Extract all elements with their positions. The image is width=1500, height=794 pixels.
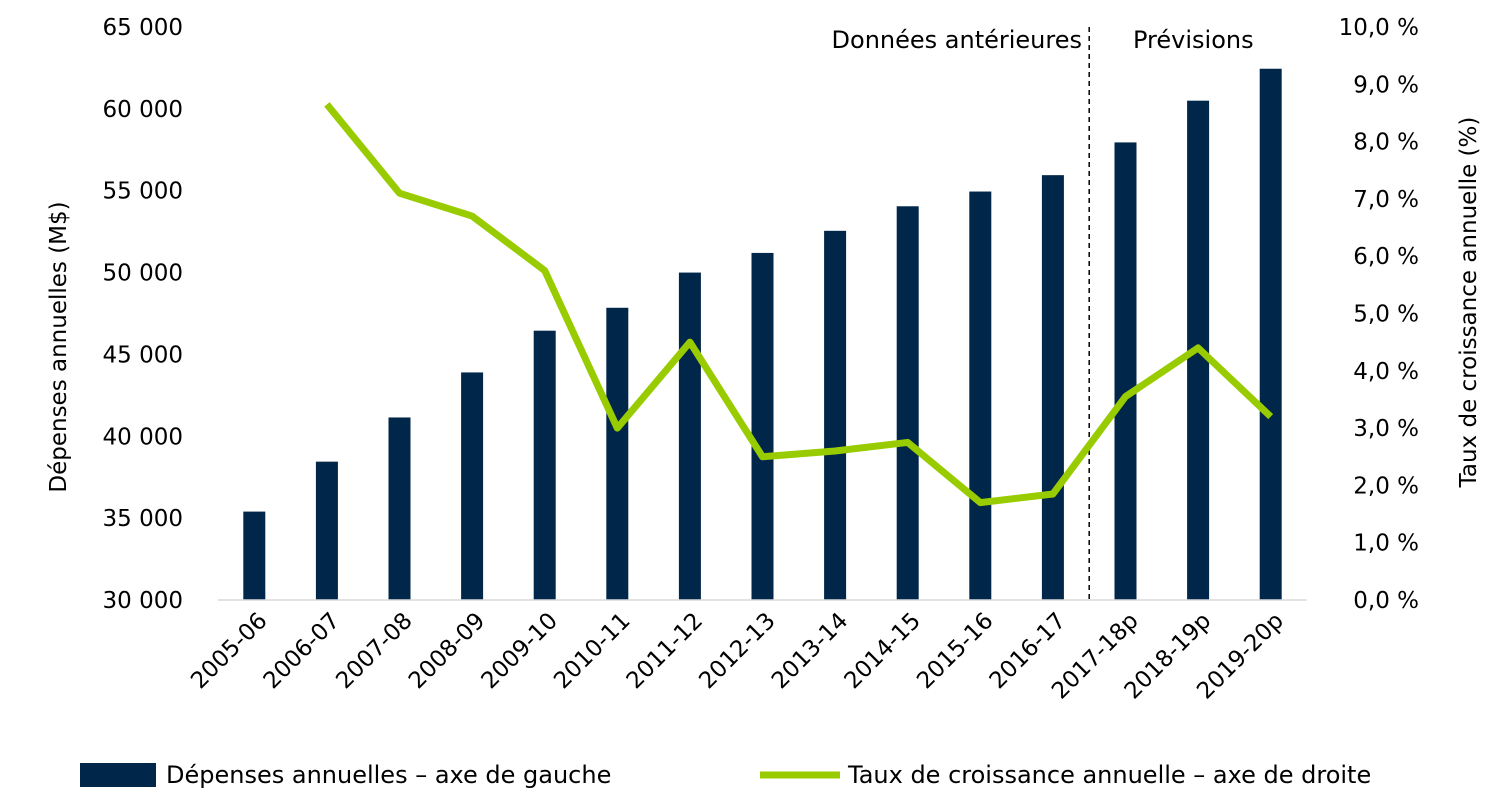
bar-series	[243, 68, 1282, 601]
x-tick-label: 2011-12	[622, 608, 708, 694]
x-tick-label: 2005-06	[186, 608, 272, 694]
left-tick-label: 40 000	[103, 424, 183, 450]
left-tick-label: 30 000	[103, 588, 183, 614]
x-axis-ticks: 2005-062006-072007-082008-092009-102010-…	[186, 608, 1289, 705]
legend-label-bars: Dépenses annuelles – axe de gauche	[166, 761, 611, 789]
x-tick-label: 2015-16	[912, 608, 998, 694]
legend-swatch-bars	[80, 763, 156, 787]
bar-2014-15	[896, 206, 919, 600]
left-tick-label: 65 000	[103, 15, 183, 41]
left-tick-label: 50 000	[103, 261, 183, 287]
bar-2011-12	[678, 272, 701, 600]
bar-2019-20p	[1259, 68, 1282, 601]
left-tick-label: 45 000	[103, 342, 183, 368]
right-tick-label: 4,0 %	[1353, 359, 1419, 385]
bar-2016-17	[1041, 175, 1064, 600]
x-tick-label: 2009-10	[477, 608, 563, 694]
right-tick-label: 5,0 %	[1353, 302, 1419, 328]
x-tick-label: 2006-07	[259, 608, 345, 694]
bar-2009-10	[533, 330, 556, 600]
right-tick-label: 7,0 %	[1353, 187, 1419, 213]
x-tick-label: 2007-08	[331, 608, 417, 694]
left-tick-label: 55 000	[103, 179, 183, 205]
annotation-forecast: Prévisions	[1133, 26, 1254, 54]
bar-2012-13	[751, 252, 774, 600]
bar-2005-06	[243, 511, 266, 600]
annotation-historical: Données antérieures	[832, 26, 1082, 54]
left-tick-label: 60 000	[103, 97, 183, 123]
right-tick-label: 8,0 %	[1353, 130, 1419, 156]
right-tick-label: 6,0 %	[1353, 244, 1419, 270]
left-axis-ticks: 30 000 35 000 40 000 45 000 50 000 55 000 60 0…	[103, 15, 183, 614]
x-tick-label: 2008-09	[404, 608, 490, 694]
bar-2008-09	[461, 372, 484, 600]
x-tick-label: 2012-13	[694, 608, 780, 694]
legend-label-line: Taux de croissance annuelle – axe de dro…	[847, 761, 1371, 789]
bar-2017-18p	[1114, 142, 1137, 600]
bar-2006-07	[315, 461, 338, 600]
right-tick-label: 10,0 %	[1339, 15, 1419, 41]
x-tick-label: 2010-11	[549, 608, 635, 694]
bar-2010-11	[606, 307, 629, 600]
right-axis-ticks: 0,0 % 1,0 % 2,0 % 3,0 % 4,0 % 5,0 % 6,0 % 7,0 %…	[1339, 15, 1419, 614]
left-axis-title: Dépenses annuelles (M$)	[46, 201, 72, 492]
bar-2007-08	[388, 417, 411, 600]
legend: Dépenses annuelles – axe de gauche Taux …	[80, 761, 1371, 789]
growth-line	[324, 102, 1274, 507]
bar-2015-16	[969, 191, 992, 601]
x-tick-label: 2013-14	[767, 608, 853, 694]
right-axis-title: Taux de croissance annuelle (%)	[1456, 117, 1482, 489]
bar-2013-14	[824, 230, 847, 600]
right-tick-label: 3,0 %	[1353, 416, 1419, 442]
right-tick-label: 1,0 %	[1353, 531, 1419, 557]
left-tick-label: 35 000	[103, 506, 183, 532]
right-tick-label: 2,0 %	[1353, 473, 1419, 499]
right-tick-label: 0,0 %	[1353, 588, 1419, 614]
x-tick-label: 2014-15	[840, 608, 926, 694]
right-tick-label: 9,0 %	[1353, 72, 1419, 98]
